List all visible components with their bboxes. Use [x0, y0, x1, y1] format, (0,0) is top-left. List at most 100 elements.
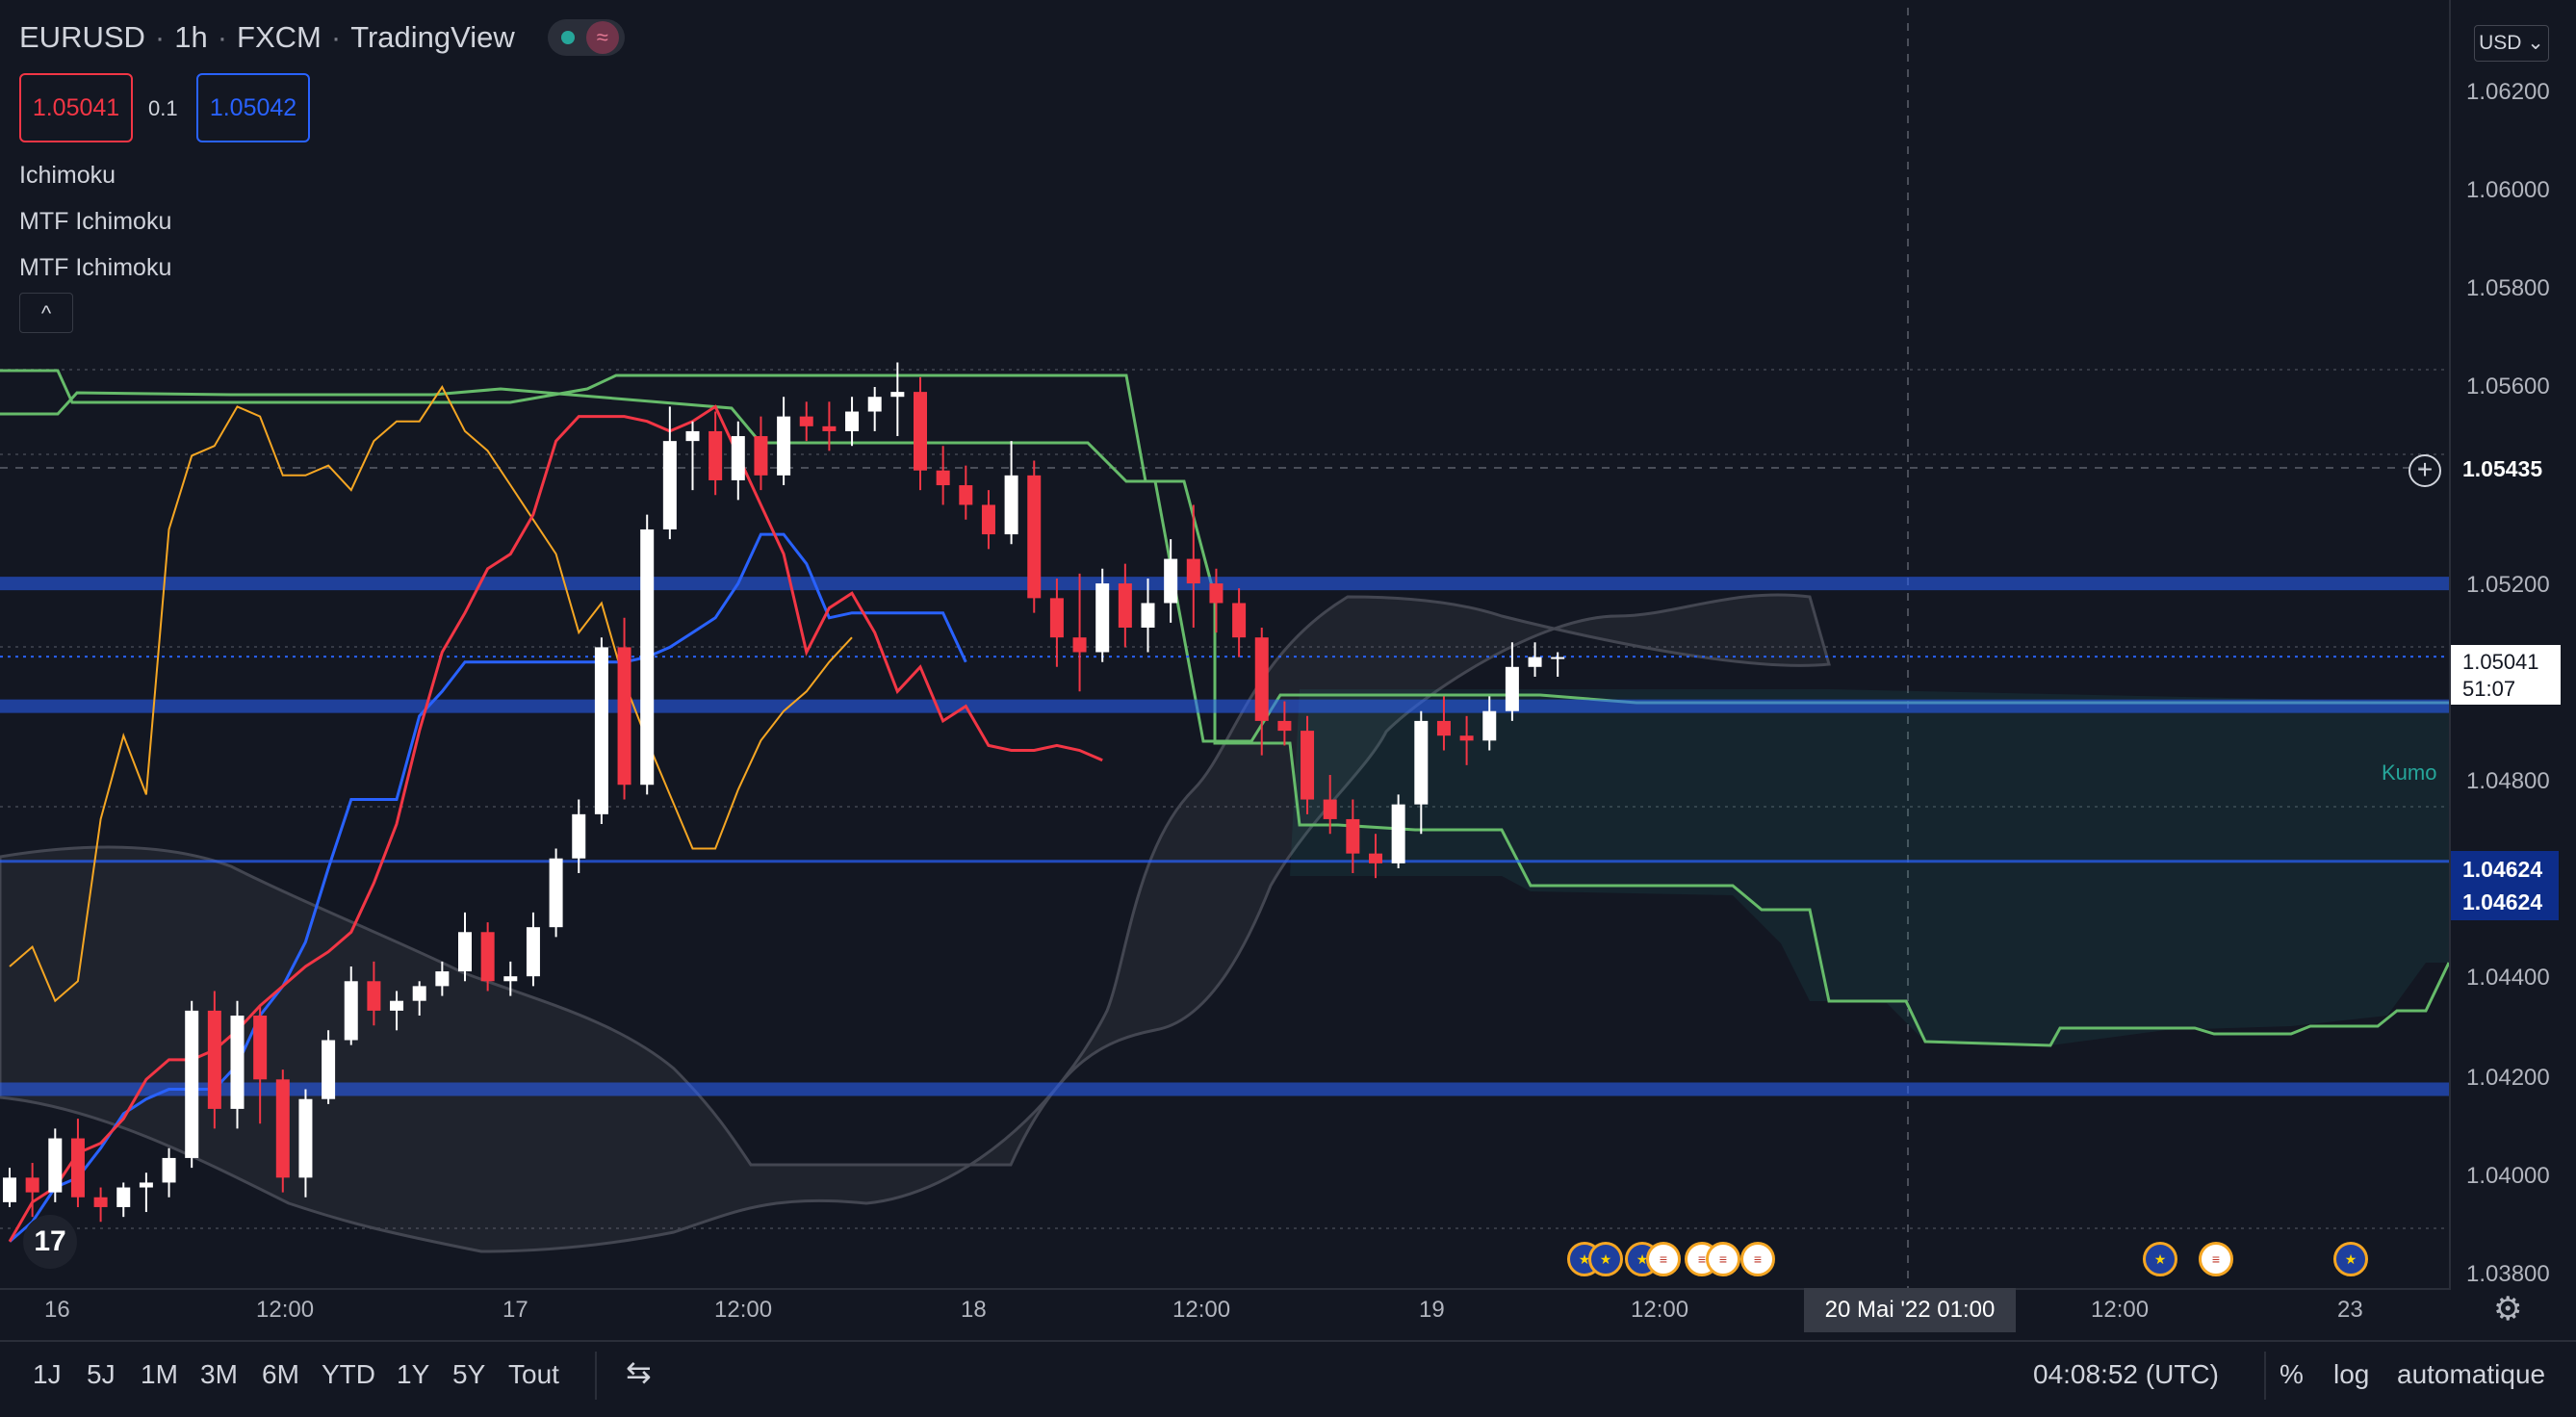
auto-scale-toggle[interactable]: automatique: [2397, 1359, 2546, 1389]
candle-body[interactable]: [1369, 853, 1382, 863]
eu-event-icon[interactable]: ★: [2143, 1242, 2177, 1276]
us-event-icon[interactable]: ≡: [1706, 1242, 1740, 1276]
candle-body[interactable]: [1232, 603, 1247, 638]
candle-body[interactable]: [549, 858, 563, 928]
candle-body[interactable]: [70, 1138, 85, 1198]
candle-body[interactable]: [594, 647, 608, 814]
candle-body[interactable]: [344, 981, 358, 1041]
candle-body[interactable]: [1164, 558, 1178, 604]
candle-body[interactable]: [1459, 735, 1474, 741]
us-event-icon[interactable]: ≡: [1740, 1242, 1775, 1276]
candle-body[interactable]: [617, 647, 631, 786]
candle-body[interactable]: [1551, 657, 1565, 659]
percent-toggle[interactable]: %: [2280, 1359, 2304, 1389]
candle-body[interactable]: [981, 504, 995, 535]
candle-body[interactable]: [139, 1182, 153, 1188]
interval-label[interactable]: 1h: [174, 20, 208, 54]
candle-body[interactable]: [390, 1000, 404, 1011]
range-button-all[interactable]: Tout: [508, 1359, 559, 1389]
currency-selector[interactable]: USD ⌄: [2474, 25, 2549, 62]
candle-body[interactable]: [754, 436, 768, 476]
indicator-mtf-ichimoku-2[interactable]: MTF Ichimoku: [19, 254, 172, 281]
price-chart[interactable]: [0, 0, 2449, 1288]
candle-body[interactable]: [1277, 720, 1292, 732]
candle-body[interactable]: [959, 485, 973, 505]
range-button-1d[interactable]: 1J: [33, 1359, 62, 1389]
indicator-ichimoku[interactable]: Ichimoku: [19, 162, 116, 189]
symbol-legend[interactable]: EURUSD · 1h · FXCM · TradingView ≈: [19, 19, 625, 56]
candle-body[interactable]: [1482, 710, 1497, 741]
range-button-ytd[interactable]: YTD: [322, 1359, 375, 1389]
time-axis[interactable]: [0, 1288, 2449, 1340]
range-button-6m[interactable]: 6M: [262, 1359, 299, 1389]
candle-body[interactable]: [253, 1015, 268, 1080]
candle-body[interactable]: [914, 392, 927, 471]
candle-body[interactable]: [1254, 637, 1269, 721]
buy-button[interactable]: 1.05042: [196, 73, 310, 142]
candle-body[interactable]: [207, 1010, 221, 1109]
candle-body[interactable]: [822, 425, 837, 431]
date-range-icon[interactable]: ⇆: [626, 1354, 652, 1389]
candle-body[interactable]: [1505, 666, 1519, 711]
candle-body[interactable]: [3, 1177, 16, 1202]
candle-body[interactable]: [526, 927, 540, 977]
us-event-icon[interactable]: ≡: [2199, 1242, 2233, 1276]
candle-body[interactable]: [1049, 598, 1064, 638]
candle-body[interactable]: [48, 1138, 63, 1193]
candle-body[interactable]: [1414, 720, 1429, 805]
candle-body[interactable]: [1436, 720, 1451, 736]
range-button-1m[interactable]: 1M: [141, 1359, 178, 1389]
range-button-3m[interactable]: 3M: [200, 1359, 238, 1389]
range-button-5d[interactable]: 5J: [87, 1359, 116, 1389]
range-button-1y[interactable]: 1Y: [397, 1359, 430, 1389]
candle-body[interactable]: [731, 436, 745, 480]
candle-body[interactable]: [708, 430, 723, 480]
candle-body[interactable]: [230, 1015, 245, 1109]
candle-body[interactable]: [412, 986, 426, 1001]
candle-body[interactable]: [662, 441, 677, 529]
candle-body[interactable]: [367, 981, 381, 1011]
candle-body[interactable]: [322, 1040, 336, 1099]
candle-body[interactable]: [93, 1197, 108, 1207]
add-alert-icon[interactable]: +: [2409, 454, 2441, 487]
candle-body[interactable]: [298, 1098, 313, 1178]
candle-body[interactable]: [435, 971, 450, 987]
candle-body[interactable]: [1209, 583, 1224, 604]
candle-body[interactable]: [1323, 799, 1337, 819]
candle-body[interactable]: [25, 1177, 39, 1193]
replay-icon[interactable]: ≈: [585, 21, 619, 54]
utc-clock[interactable]: 04:08:52 (UTC): [2033, 1359, 2219, 1389]
candle-body[interactable]: [116, 1187, 131, 1207]
candle-body[interactable]: [458, 932, 472, 972]
chart-settings-gear-icon[interactable]: ⚙: [2493, 1291, 2523, 1327]
market-status-pill[interactable]: ≈: [547, 19, 625, 56]
candle-body[interactable]: [845, 411, 860, 431]
candle-body[interactable]: [777, 416, 791, 476]
candle-body[interactable]: [1004, 475, 1018, 535]
indicator-mtf-ichimoku-1[interactable]: MTF Ichimoku: [19, 208, 172, 235]
candle-body[interactable]: [799, 416, 813, 426]
eu-event-icon[interactable]: ★: [2333, 1242, 2368, 1276]
candle-body[interactable]: [1141, 603, 1155, 628]
us-event-icon[interactable]: ≡: [1646, 1242, 1681, 1276]
candle-body[interactable]: [1186, 558, 1200, 584]
candle-body[interactable]: [162, 1157, 176, 1183]
candle-body[interactable]: [503, 976, 518, 982]
candle-body[interactable]: [1095, 583, 1110, 653]
candle-body[interactable]: [572, 813, 586, 859]
range-button-5y[interactable]: 5Y: [452, 1359, 486, 1389]
candle-body[interactable]: [1301, 731, 1315, 800]
log-toggle[interactable]: log: [2333, 1359, 2370, 1389]
candle-body[interactable]: [936, 470, 950, 486]
candle-body[interactable]: [1118, 583, 1132, 628]
candle-body[interactable]: [890, 392, 905, 398]
tradingview-logo[interactable]: 17: [23, 1215, 77, 1269]
sell-button[interactable]: 1.05041: [19, 73, 133, 142]
candle-body[interactable]: [1391, 804, 1405, 863]
candle-body[interactable]: [480, 932, 495, 982]
candle-body[interactable]: [685, 430, 700, 442]
candle-body[interactable]: [1346, 818, 1360, 854]
candle-body[interactable]: [1027, 475, 1042, 599]
candle-body[interactable]: [867, 397, 882, 412]
eu-event-icon[interactable]: ★: [1588, 1242, 1623, 1276]
